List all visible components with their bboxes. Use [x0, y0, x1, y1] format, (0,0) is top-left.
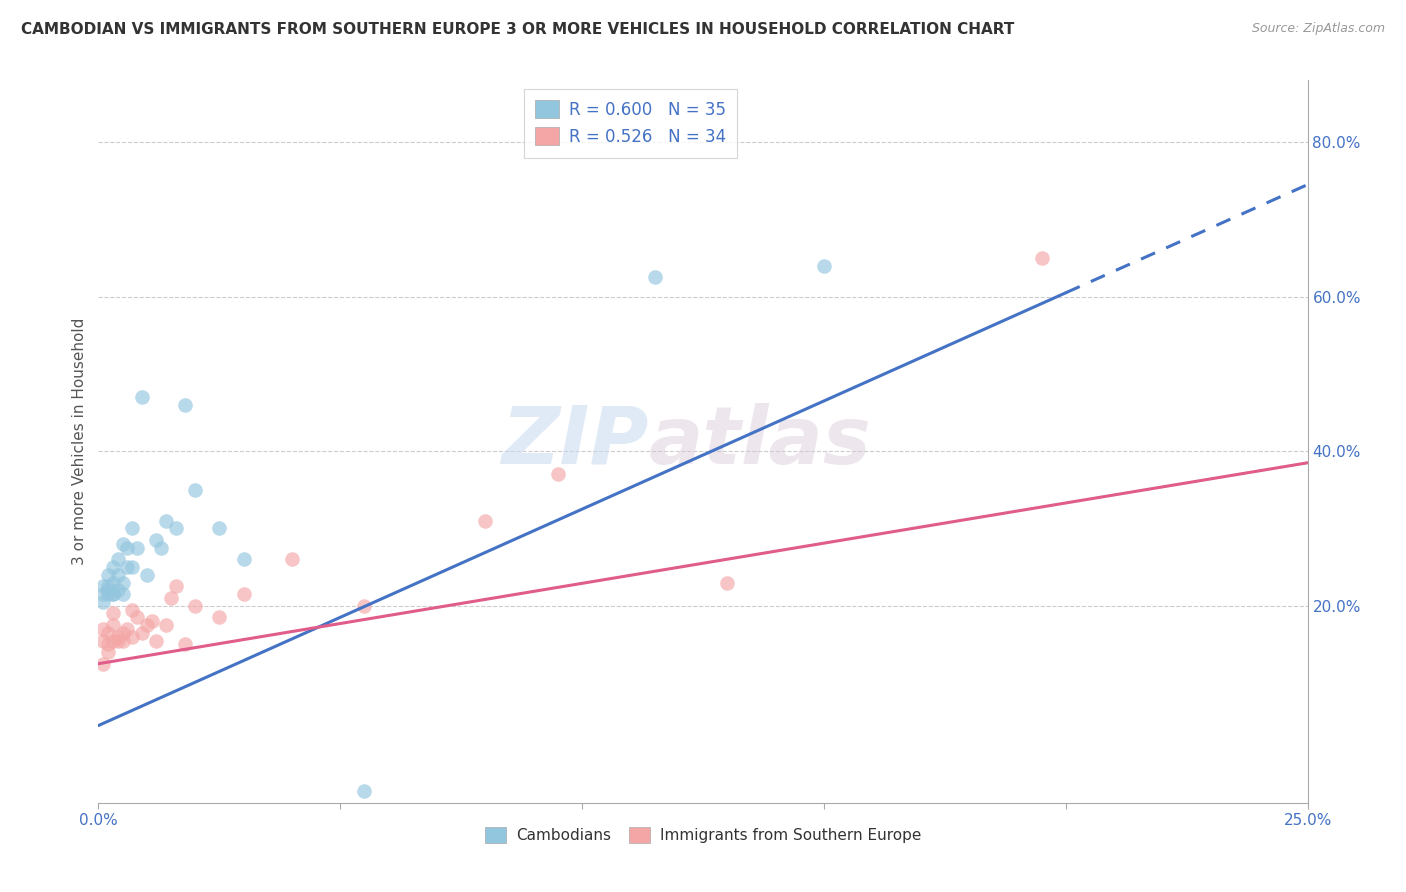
- Point: [121, 630, 143, 644]
- Point: [97, 637, 120, 651]
- Point: [97, 583, 120, 598]
- Point: [127, 541, 149, 555]
- Point: [111, 587, 134, 601]
- Legend: Cambodians, Immigrants from Southern Europe: Cambodians, Immigrants from Southern Eur…: [479, 821, 927, 849]
- Point: [107, 633, 129, 648]
- Point: [121, 560, 143, 574]
- Point: [208, 610, 231, 624]
- Point: [131, 390, 153, 404]
- Point: [121, 602, 143, 616]
- Point: [131, 625, 153, 640]
- Point: [135, 567, 157, 582]
- Point: [1031, 251, 1053, 265]
- Point: [117, 541, 139, 555]
- Text: CAMBODIAN VS IMMIGRANTS FROM SOUTHERN EUROPE 3 OR MORE VEHICLES IN HOUSEHOLD COR: CAMBODIAN VS IMMIGRANTS FROM SOUTHERN EU…: [21, 22, 1015, 37]
- Point: [165, 521, 187, 535]
- Point: [174, 637, 197, 651]
- Text: Source: ZipAtlas.com: Source: ZipAtlas.com: [1251, 22, 1385, 36]
- Point: [101, 607, 124, 621]
- Point: [101, 575, 124, 590]
- Point: [232, 552, 254, 566]
- Point: [97, 625, 120, 640]
- Point: [117, 622, 139, 636]
- Point: [91, 657, 114, 671]
- Point: [101, 587, 124, 601]
- Point: [101, 618, 124, 632]
- Point: [281, 552, 304, 566]
- Point: [91, 587, 114, 601]
- Point: [97, 587, 120, 601]
- Point: [644, 270, 666, 285]
- Point: [145, 633, 167, 648]
- Point: [121, 521, 143, 535]
- Point: [107, 552, 129, 566]
- Point: [160, 591, 183, 605]
- Point: [155, 514, 177, 528]
- Point: [165, 579, 187, 593]
- Point: [97, 645, 120, 659]
- Text: ZIP: ZIP: [501, 402, 648, 481]
- Point: [155, 618, 177, 632]
- Point: [208, 521, 231, 535]
- Point: [101, 587, 124, 601]
- Point: [101, 560, 124, 574]
- Point: [91, 622, 114, 636]
- Point: [91, 579, 114, 593]
- Point: [174, 398, 197, 412]
- Point: [127, 610, 149, 624]
- Point: [117, 560, 139, 574]
- Point: [145, 533, 167, 547]
- Point: [232, 587, 254, 601]
- Point: [107, 583, 129, 598]
- Point: [111, 537, 134, 551]
- Point: [150, 541, 173, 555]
- Point: [184, 483, 207, 497]
- Text: atlas: atlas: [648, 402, 872, 481]
- Point: [111, 625, 134, 640]
- Point: [111, 575, 134, 590]
- Point: [91, 595, 114, 609]
- Point: [107, 567, 129, 582]
- Point: [547, 467, 569, 482]
- Point: [474, 514, 496, 528]
- Point: [353, 599, 375, 613]
- Point: [353, 784, 375, 798]
- Point: [141, 614, 163, 628]
- Point: [107, 630, 129, 644]
- Point: [97, 579, 120, 593]
- Point: [91, 633, 114, 648]
- Point: [813, 259, 835, 273]
- Point: [184, 599, 207, 613]
- Point: [135, 618, 157, 632]
- Y-axis label: 3 or more Vehicles in Household: 3 or more Vehicles in Household: [72, 318, 87, 566]
- Point: [111, 633, 134, 648]
- Point: [97, 567, 120, 582]
- Point: [716, 575, 738, 590]
- Point: [101, 633, 124, 648]
